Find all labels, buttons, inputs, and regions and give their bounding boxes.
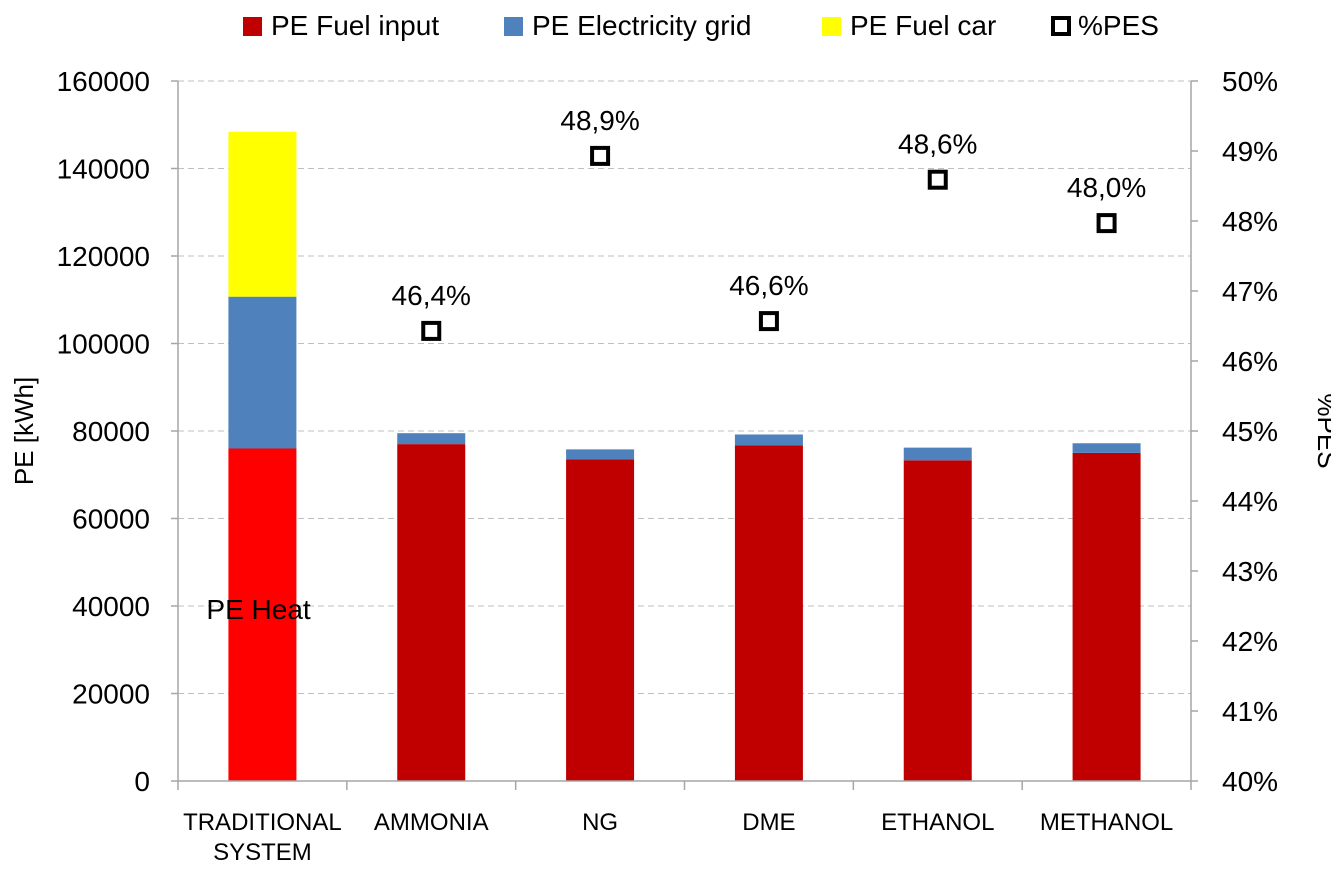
y-tick-label: 60000 <box>72 504 150 535</box>
y2-tick-label: 45% <box>1222 416 1278 447</box>
y-tick-label: 140000 <box>57 154 150 185</box>
bar-fuel-input <box>228 448 297 781</box>
legend-label-fuel-car: PE Fuel car <box>850 10 997 41</box>
y2-axis-title: %PES <box>1312 393 1331 468</box>
legend-label-electricity-grid: PE Electricity grid <box>532 10 752 41</box>
x-category-label: AMMONIA <box>374 809 489 836</box>
bar-electricity-grid <box>1072 443 1141 453</box>
y2-tick-label: 44% <box>1222 486 1278 517</box>
pes-data-label: 46,4% <box>392 280 471 311</box>
y2-tick-label: 49% <box>1222 136 1278 167</box>
y-tick-label: 120000 <box>57 241 150 272</box>
legend-item-fuel-input: PE Fuel input <box>243 8 439 44</box>
bar-fuel-input <box>397 444 466 781</box>
x-category-label: TRADITIONAL SYSTEM <box>183 809 342 866</box>
bar-electricity-grid <box>566 449 635 460</box>
bar-electricity-grid <box>397 433 466 445</box>
bar-electricity-grid <box>903 447 972 461</box>
legend-item-fuel-car: PE Fuel car <box>822 8 996 44</box>
pes-data-label: 48,9% <box>560 105 639 136</box>
legend-swatch-fuel-car <box>822 16 841 36</box>
pes-data-label: 46,6% <box>729 270 808 301</box>
x-category-label: NG <box>582 809 618 836</box>
x-category-label-line: METHANOL <box>1040 809 1173 836</box>
y-tick-label: 40000 <box>72 591 150 622</box>
x-category-label-line: NG <box>582 809 618 836</box>
legend-label-fuel-input: PE Fuel input <box>271 10 440 41</box>
x-category-label-line: DME <box>742 809 795 836</box>
legend-label-pes: %PES <box>1078 10 1159 41</box>
pes-data-label: 48,6% <box>898 129 977 160</box>
pe-heat-annotation: PE Heat <box>206 594 310 625</box>
legend-swatch-electricity-grid <box>504 16 523 36</box>
legend-item-electricity-grid: PE Electricity grid <box>504 8 751 44</box>
bar-fuel-input <box>1072 452 1141 781</box>
x-category-label: ETHANOL <box>881 809 994 836</box>
y-tick-label: 20000 <box>72 679 150 710</box>
bar-fuel-input <box>903 460 972 781</box>
x-category-label-line: AMMONIA <box>374 809 489 836</box>
y2-tick-label: 50% <box>1222 66 1278 97</box>
chart-legend: PE Fuel input PE Electricity grid PE Fue… <box>0 4 1331 44</box>
legend-item-pes: %PES <box>1051 8 1159 44</box>
legend-marker-pes <box>1051 16 1071 36</box>
y-tick-label: 100000 <box>57 329 150 360</box>
bar-fuel-input <box>734 445 803 781</box>
bar-electricity-grid <box>228 296 297 449</box>
x-category-label: DME <box>742 809 795 836</box>
x-category-label-line: SYSTEM <box>213 839 312 866</box>
pes-marker <box>758 311 779 332</box>
y-tick-label: 0 <box>134 766 150 797</box>
legend-swatch-fuel-input <box>243 16 262 36</box>
pes-data-label: 48,0% <box>1067 172 1146 203</box>
x-category-label-line: TRADITIONAL <box>183 809 342 836</box>
pes-marker <box>590 145 611 166</box>
y-axis-title: PE [kWh] <box>9 377 39 485</box>
pes-marker <box>927 169 948 190</box>
bar-fuel-car <box>228 131 297 297</box>
pes-marker <box>421 320 442 341</box>
bar-electricity-grid <box>734 434 803 446</box>
x-category-label-line: ETHANOL <box>881 809 994 836</box>
y2-tick-label: 41% <box>1222 696 1278 727</box>
y-tick-label: 80000 <box>72 416 150 447</box>
y-tick-label: 160000 <box>57 66 150 97</box>
y2-tick-label: 42% <box>1222 626 1278 657</box>
pes-marker <box>1096 213 1117 234</box>
y2-tick-label: 43% <box>1222 556 1278 587</box>
y2-tick-label: 40% <box>1222 766 1278 797</box>
y2-tick-label: 46% <box>1222 346 1278 377</box>
x-category-label: METHANOL <box>1040 809 1173 836</box>
bar-fuel-input <box>566 459 635 781</box>
y2-tick-label: 48% <box>1222 206 1278 237</box>
y2-tick-label: 47% <box>1222 276 1278 307</box>
